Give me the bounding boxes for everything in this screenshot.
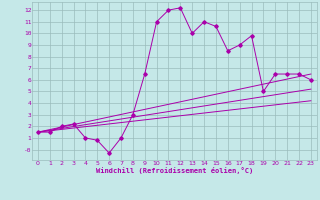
X-axis label: Windchill (Refroidissement éolien,°C): Windchill (Refroidissement éolien,°C)	[96, 167, 253, 174]
